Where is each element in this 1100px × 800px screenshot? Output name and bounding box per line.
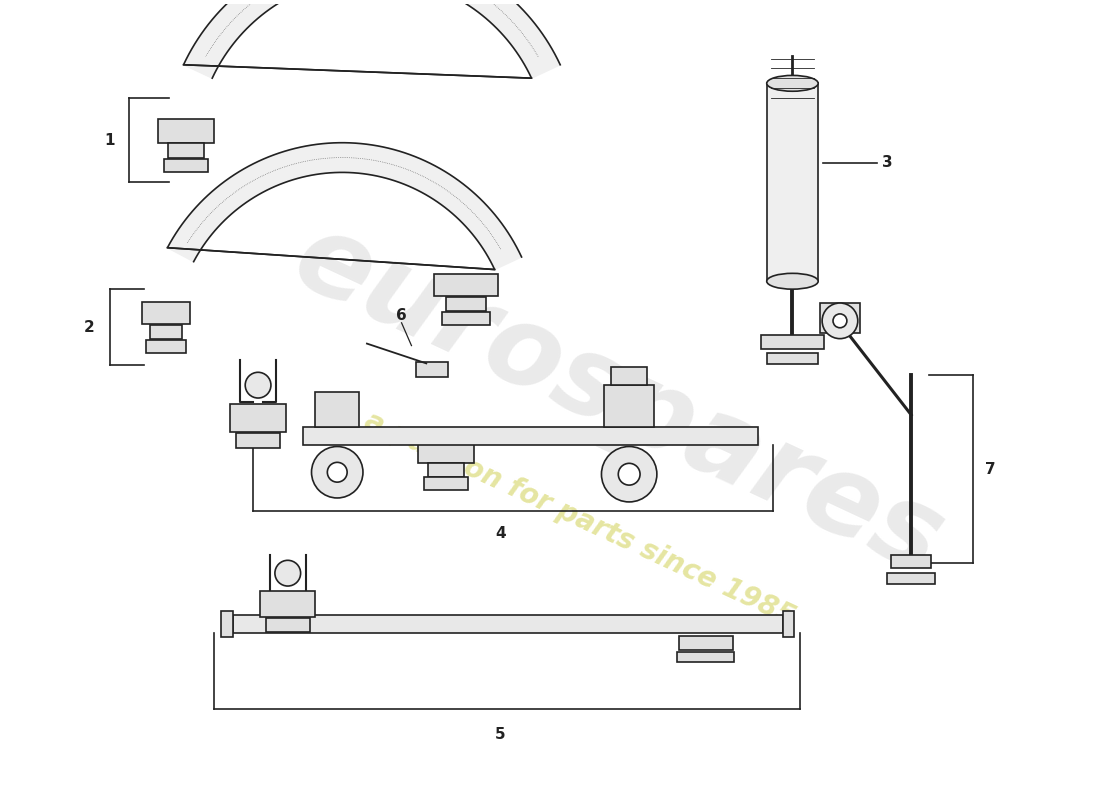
Bar xyxy=(679,635,733,650)
Bar xyxy=(888,573,935,584)
Bar xyxy=(761,334,824,349)
Circle shape xyxy=(618,463,640,485)
Bar xyxy=(158,119,213,142)
Text: a passion for parts since 1985: a passion for parts since 1985 xyxy=(360,406,800,631)
Bar xyxy=(168,142,204,158)
Circle shape xyxy=(275,560,300,586)
Bar xyxy=(417,362,448,378)
Text: eurospares: eurospares xyxy=(278,203,960,597)
Bar xyxy=(151,325,182,338)
Bar xyxy=(891,555,931,568)
Text: 2: 2 xyxy=(84,320,95,335)
Text: 1: 1 xyxy=(104,134,114,148)
Bar xyxy=(767,354,818,364)
Bar xyxy=(676,652,734,662)
Bar xyxy=(233,614,782,633)
Text: 3: 3 xyxy=(881,155,892,170)
Bar xyxy=(266,618,309,631)
Bar xyxy=(236,433,279,447)
Bar xyxy=(418,442,474,463)
Bar xyxy=(782,610,794,637)
Bar xyxy=(316,392,359,426)
Bar xyxy=(767,83,818,282)
Polygon shape xyxy=(167,142,521,270)
Bar xyxy=(447,297,486,311)
Bar xyxy=(230,404,286,432)
Bar xyxy=(260,591,316,617)
Circle shape xyxy=(833,314,847,328)
Circle shape xyxy=(822,303,858,338)
Circle shape xyxy=(245,372,271,398)
Ellipse shape xyxy=(767,75,818,91)
Circle shape xyxy=(602,446,657,502)
Bar xyxy=(434,274,497,296)
Bar xyxy=(164,158,208,172)
Text: 4: 4 xyxy=(495,526,506,541)
Ellipse shape xyxy=(767,274,818,289)
Text: 6: 6 xyxy=(396,308,407,323)
Text: 5: 5 xyxy=(495,727,506,742)
Bar xyxy=(142,302,190,324)
Bar xyxy=(221,610,233,637)
Bar xyxy=(146,340,186,353)
Polygon shape xyxy=(184,0,560,78)
Bar xyxy=(442,312,490,325)
Bar xyxy=(428,463,464,477)
Circle shape xyxy=(328,462,348,482)
Bar xyxy=(604,385,653,426)
Circle shape xyxy=(311,446,363,498)
Bar xyxy=(612,367,647,385)
Bar xyxy=(821,303,860,333)
Bar xyxy=(425,477,468,490)
Text: 7: 7 xyxy=(986,462,996,477)
Bar xyxy=(302,426,758,445)
